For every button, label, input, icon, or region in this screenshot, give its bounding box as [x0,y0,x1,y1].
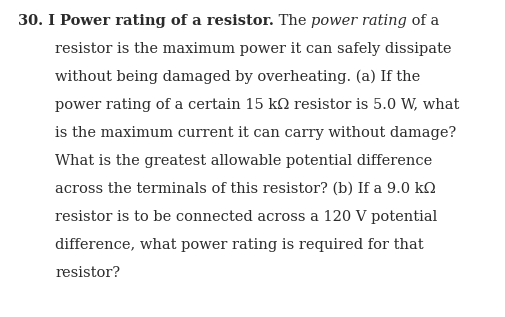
Text: difference, what power rating is required for that: difference, what power rating is require… [55,238,424,252]
Text: Power rating of a resistor.: Power rating of a resistor. [60,14,274,28]
Text: without being damaged by overheating. (a) If the: without being damaged by overheating. (a… [55,70,420,84]
Text: of a: of a [407,14,439,28]
Text: is the maximum current it can carry without damage?: is the maximum current it can carry with… [55,126,456,140]
Text: resistor is to be connected across a 120 V potential: resistor is to be connected across a 120… [55,210,437,224]
Text: power rating: power rating [311,14,407,28]
Text: resistor is the maximum power it can safely dissipate: resistor is the maximum power it can saf… [55,42,451,56]
Text: 30. I: 30. I [18,14,60,28]
Text: The: The [274,14,311,28]
Text: What is the greatest allowable potential difference: What is the greatest allowable potential… [55,154,432,168]
Text: power rating of a certain 15 kΩ resistor is 5.0 W, what: power rating of a certain 15 kΩ resistor… [55,98,460,112]
Text: across the terminals of this resistor? (b) If a 9.0 kΩ: across the terminals of this resistor? (… [55,182,436,196]
Text: resistor?: resistor? [55,266,120,280]
